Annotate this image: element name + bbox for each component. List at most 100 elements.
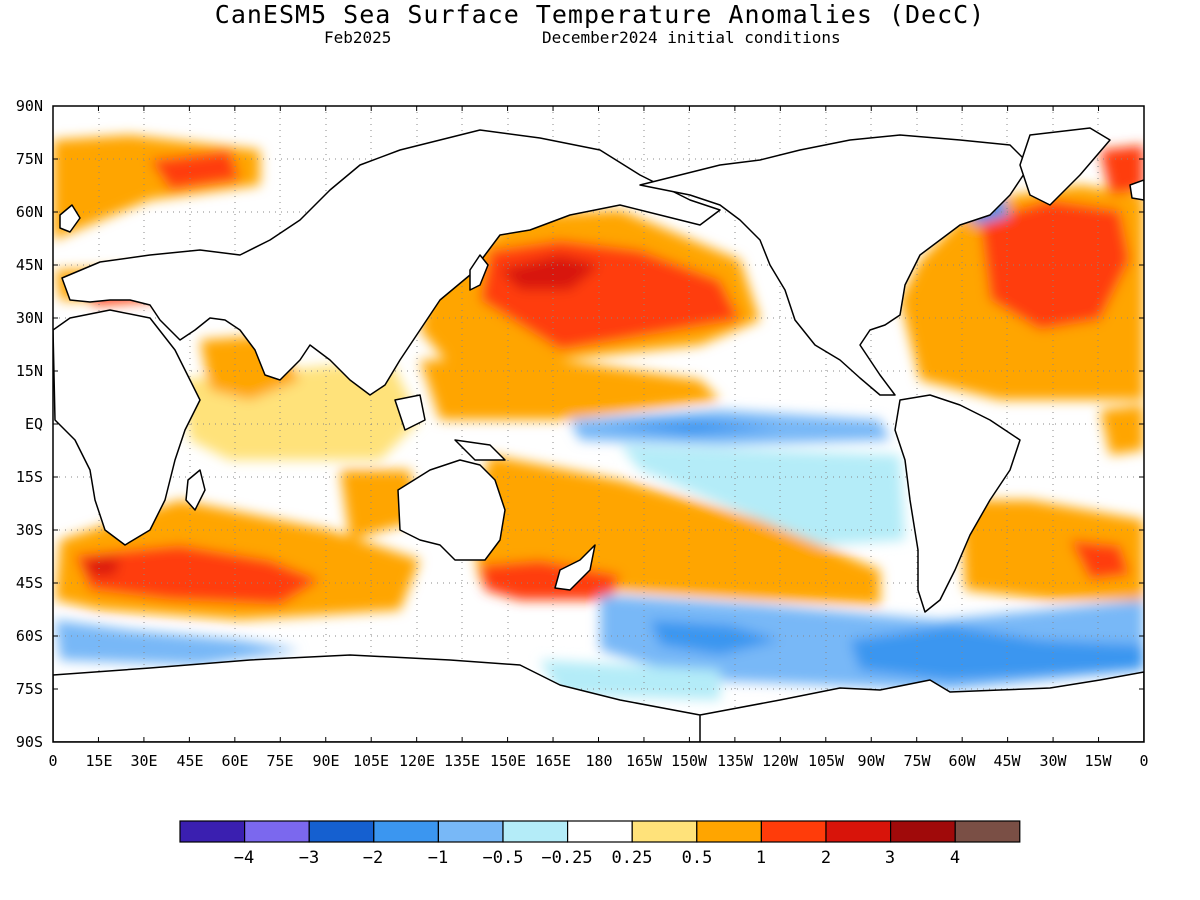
lon-label: 15W	[1084, 752, 1112, 770]
continent-north-america	[639, 134, 1031, 396]
anomaly-patch	[1100, 405, 1144, 455]
continent-greenland	[1019, 127, 1111, 206]
lat-label: 45S	[16, 574, 43, 592]
colorbar-label: 4	[950, 848, 960, 868]
lon-label: 30E	[130, 752, 157, 770]
continent-australia	[397, 459, 506, 561]
island-japan	[469, 254, 489, 291]
lon-label: 150W	[671, 752, 708, 770]
lon-label: 60E	[221, 752, 248, 770]
lon-label: 45W	[993, 752, 1021, 770]
lat-label: 90N	[16, 97, 43, 115]
colorbar-segment	[889, 820, 956, 843]
anomaly-patch	[620, 445, 905, 545]
colorbar-label: −2	[363, 848, 383, 868]
colorbar-label: 0.5	[682, 848, 713, 868]
map-title: CanESM5 Sea Surface Temperature Anomalie…	[214, 0, 986, 29]
colorbar-segment	[308, 820, 375, 843]
lon-label: 105E	[353, 752, 389, 770]
lon-label: 45E	[176, 752, 203, 770]
lon-label: 135E	[444, 752, 480, 770]
lon-label: 165W	[626, 752, 663, 770]
anomaly-patch	[600, 420, 780, 435]
colorbar	[179, 820, 1021, 843]
lon-label: 120E	[399, 752, 435, 770]
lat-label: 75S	[16, 680, 43, 698]
colorbar-label: −0.25	[541, 848, 592, 868]
lat-label: 30S	[16, 521, 43, 539]
colorbar-labels: −4 −3 −2 −1 −0.5 −0.25 0.25 0.5 1 2 3 4	[234, 848, 960, 868]
colorbar-label: −1	[428, 848, 448, 868]
lon-label: 105W	[808, 752, 845, 770]
lat-label: 60S	[16, 627, 43, 645]
lat-label: 90S	[16, 733, 43, 751]
colorbar-segment	[566, 820, 633, 843]
lon-label: 75E	[266, 752, 293, 770]
colorbar-segment	[502, 820, 569, 843]
island-iceland	[1129, 179, 1144, 201]
lat-label: 60N	[16, 203, 43, 221]
lon-label: 15E	[85, 752, 112, 770]
colorbar-label: −0.5	[483, 848, 524, 868]
lon-label: 0	[48, 752, 57, 770]
colorbar-segment	[373, 820, 439, 843]
lat-label: 75N	[16, 150, 43, 168]
lon-label: 90E	[312, 752, 339, 770]
colorbar-segment	[244, 820, 310, 843]
lon-label: 90W	[857, 752, 885, 770]
lat-label: 15S	[16, 468, 43, 486]
lon-label: 135W	[717, 752, 754, 770]
anomaly-patch	[540, 660, 720, 700]
lon-label: 165E	[535, 752, 571, 770]
anomaly-patch	[85, 558, 120, 575]
lon-label: 75W	[903, 752, 931, 770]
anomaly-patch	[850, 625, 1144, 680]
anomaly-patch	[1100, 145, 1144, 195]
colorbar-segment	[954, 820, 1021, 843]
colorbar-segment	[179, 820, 246, 843]
island-new-guinea	[454, 439, 506, 461]
anomaly-patch	[650, 620, 780, 655]
colorbar-label: 0.25	[612, 848, 653, 868]
colorbar-segment	[760, 820, 827, 843]
continents	[53, 127, 1144, 742]
colorbar-label: −3	[299, 848, 319, 868]
lon-label: 180	[585, 752, 612, 770]
anomaly-patch	[55, 620, 300, 665]
longitude-labels: 0 15E 30E 45E 60E 75E 90E 105E 120E 135E…	[48, 752, 1148, 770]
island-new-zealand	[554, 544, 596, 591]
forecast-month: Feb2025	[324, 28, 392, 47]
continent-africa	[53, 309, 201, 546]
colorbar-label: 2	[821, 848, 831, 868]
lat-label: EQ	[25, 415, 43, 433]
lon-label: 60W	[948, 752, 976, 770]
initial-conditions-label: December2024 initial conditions	[542, 28, 841, 47]
colorbar-segment	[825, 820, 892, 843]
colorbar-segment	[437, 820, 504, 843]
lon-label: 0	[1139, 752, 1148, 770]
colorbar-label: 3	[885, 848, 895, 868]
anomaly-field	[53, 106, 1144, 742]
lon-label: 30W	[1039, 752, 1067, 770]
continent-antarctica	[53, 654, 1144, 742]
anomaly-patch	[150, 150, 240, 190]
colorbar-segment	[696, 820, 762, 843]
axis-ticks	[52, 105, 1145, 743]
lat-label: 30N	[16, 309, 43, 327]
lat-label: 15N	[16, 362, 43, 380]
colorbar-segment	[631, 820, 698, 843]
anomaly-patch	[500, 255, 600, 290]
anomaly-patch	[1070, 540, 1130, 580]
lon-label: 150E	[490, 752, 526, 770]
lat-label: 45N	[16, 256, 43, 274]
continent-south-america	[894, 394, 1021, 613]
latitude-labels: 90N 75N 60N 45N 30N 15N EQ 15S 30S 45S 6…	[16, 97, 43, 751]
anomaly-patch	[75, 545, 320, 605]
anomaly-patch	[420, 360, 720, 420]
colorbar-label: −4	[234, 848, 254, 868]
lon-label: 120W	[762, 752, 799, 770]
island-borneo	[394, 394, 426, 431]
colorbar-label: 1	[756, 848, 766, 868]
island-uk	[59, 204, 81, 233]
